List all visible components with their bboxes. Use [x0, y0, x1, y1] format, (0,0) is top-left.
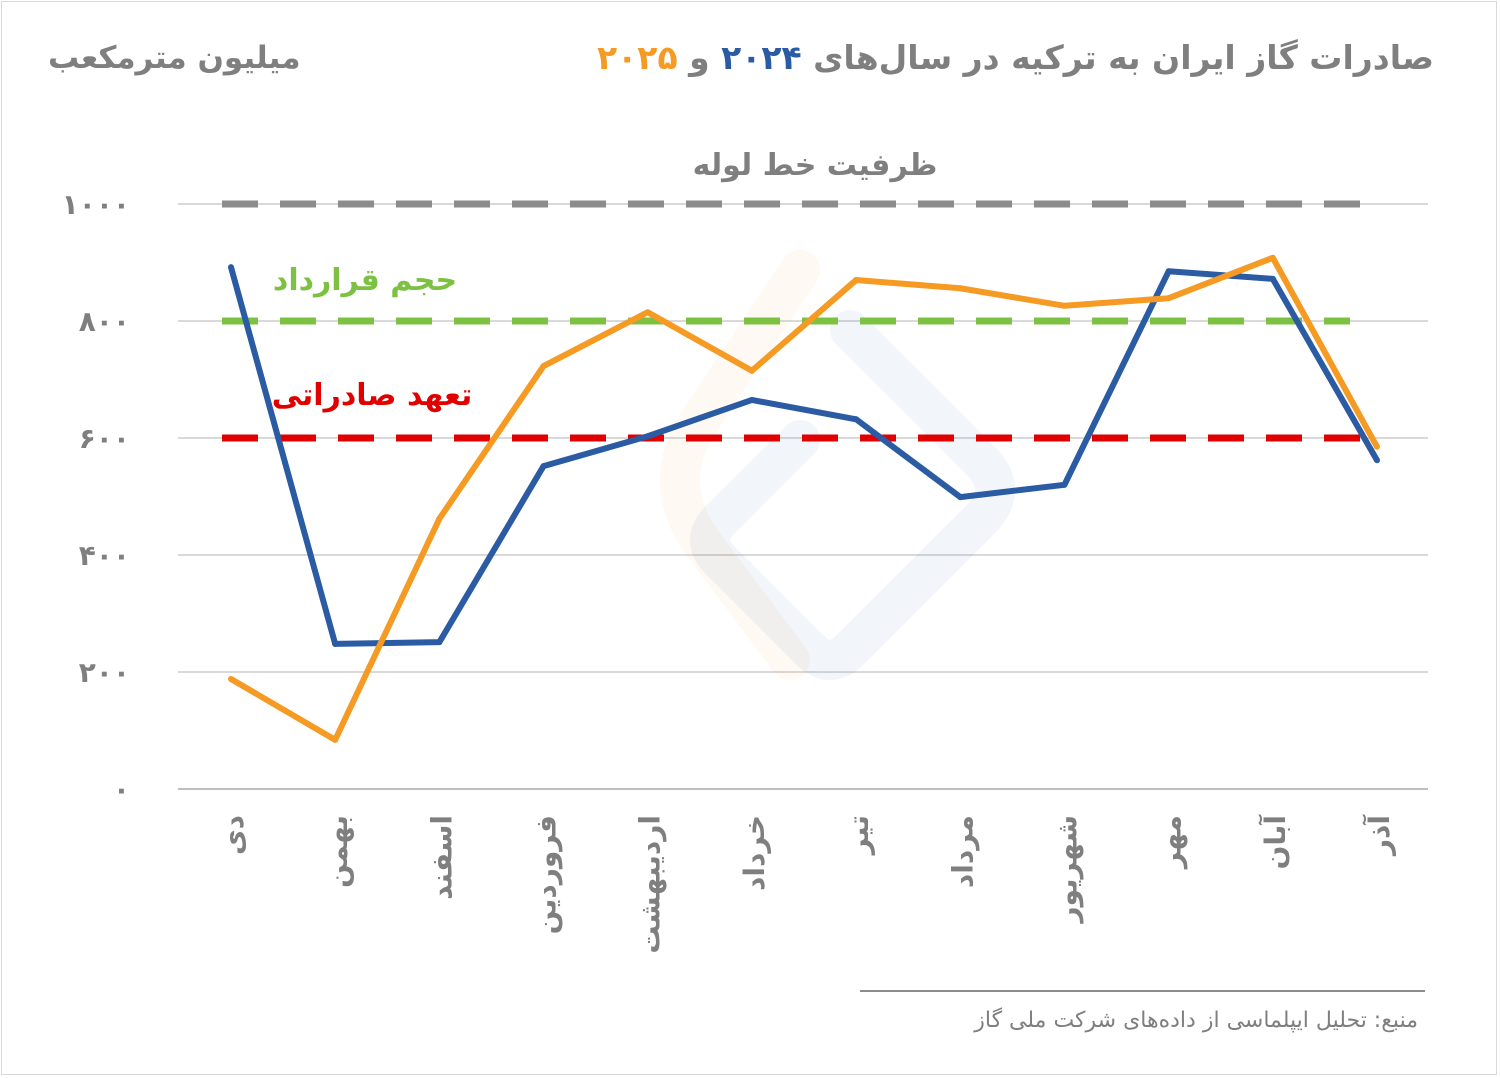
y-tick-label: ۴۰۰	[79, 539, 130, 572]
data-point	[1061, 302, 1068, 309]
title-year-2025: ۲۰۲۵	[597, 38, 678, 77]
y-tick-label: ۸۰۰	[79, 305, 130, 338]
source-divider	[860, 990, 1425, 992]
y-tick-label: ۶۰۰	[79, 422, 130, 455]
x-tick-label: مهر	[1155, 815, 1188, 870]
watermark-logo	[690, 310, 1015, 680]
data-point	[436, 515, 443, 522]
watermark-logo	[660, 250, 820, 680]
x-tick-label: خرداد	[738, 815, 771, 891]
title-text: صادرات گاز ایران به ترکیه در سال‌های	[801, 38, 1434, 77]
data-point	[1269, 275, 1276, 282]
x-tick-label: فروردین	[530, 815, 563, 934]
data-point	[644, 309, 651, 316]
data-point	[228, 676, 234, 683]
data-point	[228, 264, 234, 271]
data-point	[540, 363, 547, 370]
title-joiner: و	[677, 38, 722, 77]
data-point	[1269, 254, 1276, 261]
data-point	[436, 639, 443, 646]
y-tick-label: ۱۰۰۰	[62, 188, 130, 221]
data-point	[332, 736, 339, 743]
source-note: منبع: تحلیل ایپلماسی از داده‌های شرکت مل…	[974, 1008, 1418, 1033]
reference-line-label: تعهد صادراتی	[272, 378, 473, 413]
data-point	[1061, 481, 1068, 488]
data-point	[748, 396, 755, 403]
series-line-۲۰۲۴	[228, 266, 1380, 647]
data-point	[644, 433, 651, 440]
x-tick-label: شهریور	[1050, 815, 1083, 925]
series-line-۲۰۲۵	[229, 254, 1380, 743]
data-point	[853, 416, 860, 423]
x-tick-label: آذر	[1362, 814, 1396, 857]
data-point	[853, 277, 860, 284]
data-point	[1165, 268, 1172, 275]
x-tick-label: اسفند	[425, 815, 458, 900]
x-tick-label: تیر	[842, 815, 875, 856]
reference-line-label: حجم قرارداد	[273, 263, 457, 298]
reference-line-label: ظرفیت خط لوله	[693, 148, 938, 183]
x-tick-label: مرداد	[946, 815, 979, 888]
data-point	[540, 463, 547, 470]
y-tick-label: ۲۰۰	[79, 656, 130, 689]
data-point	[748, 367, 755, 374]
y-tick-label: ۰	[113, 773, 130, 806]
x-tick-label: دی	[217, 815, 250, 855]
unit-label: میلیون مترمکعب	[48, 40, 301, 76]
data-point	[957, 494, 964, 501]
x-tick-label: بهمن	[321, 815, 354, 888]
data-point	[1374, 443, 1380, 450]
data-point	[332, 640, 339, 647]
data-point	[1374, 457, 1380, 464]
data-point	[957, 285, 964, 292]
data-point	[1165, 295, 1172, 302]
x-tick-label: آبان	[1258, 814, 1292, 870]
x-tick-label: اردیبهشت	[634, 815, 667, 954]
title-year-2024: ۲۰۲۴	[721, 38, 802, 77]
chart-title: صادرات گاز ایران به ترکیه در سال‌های ۲۰۲…	[597, 38, 1434, 77]
